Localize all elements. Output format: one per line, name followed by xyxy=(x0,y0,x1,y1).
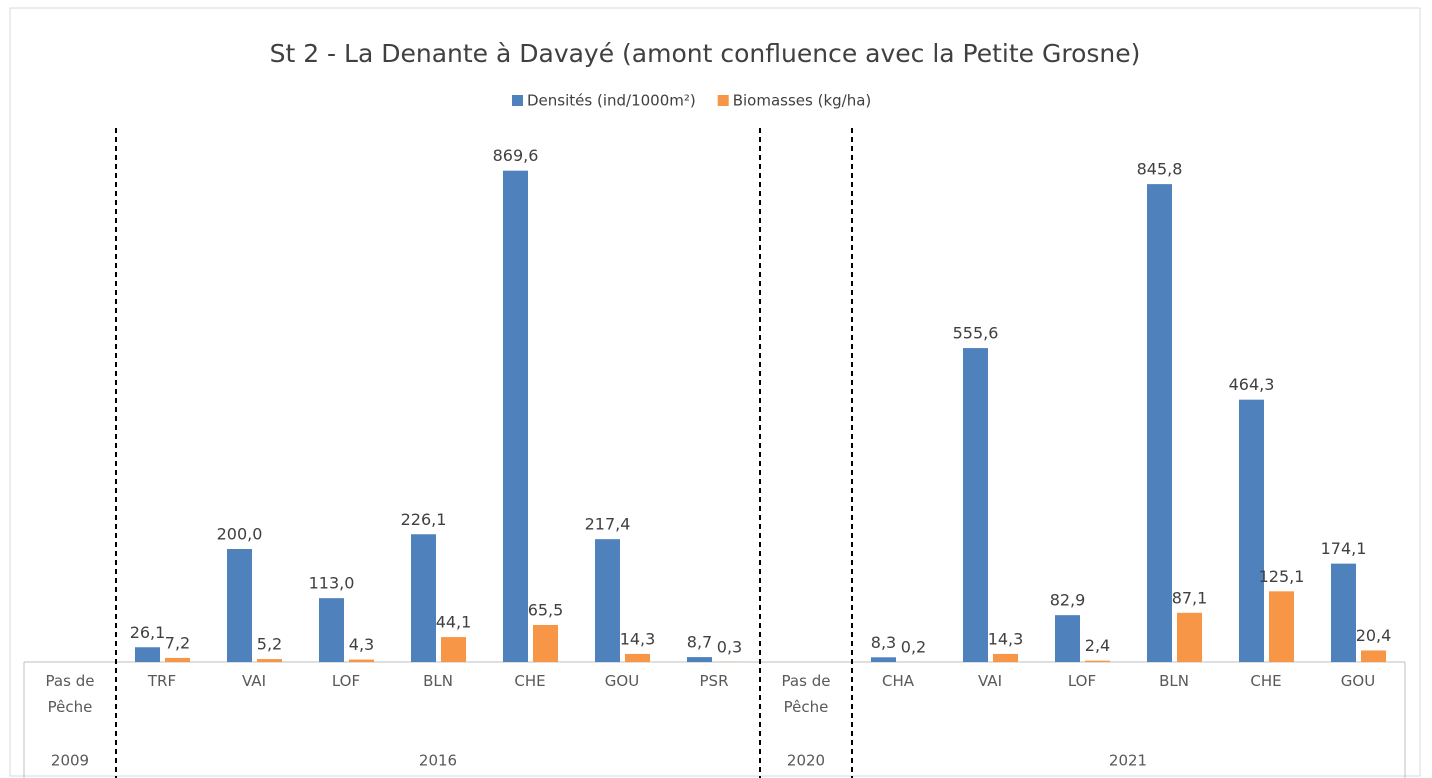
x-tick-label: Pas de Pêche xyxy=(45,672,95,716)
x-tick-label: Pas de Pêche xyxy=(781,672,831,716)
legend-swatch xyxy=(512,95,523,106)
x-tick-label: CHE xyxy=(1250,672,1282,690)
data-label: 0,3 xyxy=(717,637,742,656)
bar xyxy=(227,549,252,662)
bar xyxy=(993,653,1018,662)
x-tick-label-box: TRF xyxy=(147,672,177,690)
data-label: 7,2 xyxy=(165,633,190,652)
x-tick-label-box: LOF xyxy=(331,672,361,690)
bar xyxy=(135,647,160,662)
x-tick-label: GOU xyxy=(604,672,640,690)
x-tick-label-box: Pas de Pêche xyxy=(781,672,831,716)
data-label: 82,9 xyxy=(1050,591,1086,610)
data-label: 217,4 xyxy=(585,515,631,534)
data-label: 14,3 xyxy=(620,629,656,648)
group-label: 2021 xyxy=(1109,752,1147,770)
bar xyxy=(441,637,466,662)
bar xyxy=(625,653,650,662)
bar xyxy=(257,659,282,662)
bar xyxy=(1177,612,1202,662)
bar xyxy=(595,539,620,662)
x-tick-label: TRF xyxy=(147,672,177,690)
data-label: 26,1 xyxy=(130,623,166,642)
data-label: 845,8 xyxy=(1137,160,1183,179)
bar xyxy=(1269,591,1294,662)
bar xyxy=(1055,615,1080,662)
x-tick-label: CHA xyxy=(881,672,914,690)
bar xyxy=(1085,660,1110,662)
x-tick-label: BLN xyxy=(423,672,453,690)
data-label: 8,7 xyxy=(687,633,712,652)
bar xyxy=(687,657,712,662)
data-label: 14,3 xyxy=(988,629,1024,648)
group-label: 2009 xyxy=(51,752,89,770)
data-label: 44,1 xyxy=(436,613,472,632)
data-label: 0,2 xyxy=(901,637,926,656)
bar xyxy=(1361,650,1386,662)
x-tick-label: VAI xyxy=(978,672,1002,690)
bar xyxy=(503,170,528,662)
bar xyxy=(349,659,374,662)
data-label: 226,1 xyxy=(401,510,447,529)
data-label: 174,1 xyxy=(1321,539,1367,558)
x-tick-label-box: Pas de Pêche xyxy=(45,672,95,716)
data-label: 20,4 xyxy=(1356,626,1392,645)
data-label: 113,0 xyxy=(309,574,355,593)
data-label: 5,2 xyxy=(257,635,282,654)
x-tick-label: PSR xyxy=(699,672,729,690)
bar xyxy=(165,657,190,662)
bar xyxy=(1239,399,1264,662)
data-label: 2,4 xyxy=(1085,636,1110,655)
x-tick-label: CHE xyxy=(514,672,546,690)
chart-border xyxy=(9,7,1421,777)
data-label: 8,3 xyxy=(871,633,896,652)
legend-label: Biomasses (kg/ha) xyxy=(733,92,872,110)
bar xyxy=(1147,184,1172,663)
bar xyxy=(411,534,436,662)
data-label: 555,6 xyxy=(953,324,999,343)
x-tick-label: LOF xyxy=(331,672,361,690)
x-tick-label-box: BLN xyxy=(423,672,453,690)
legend-swatch xyxy=(717,95,729,106)
data-label: 869,6 xyxy=(493,146,539,165)
bar xyxy=(1331,563,1356,662)
data-label: 200,0 xyxy=(217,525,263,544)
bar xyxy=(533,624,558,662)
bar xyxy=(963,348,988,662)
x-tick-label-box: GOU xyxy=(604,672,640,690)
legend-label: Densités (ind/1000m²) xyxy=(527,92,696,110)
x-tick-label-box: PSR xyxy=(699,672,729,690)
group-label: 2020 xyxy=(787,752,825,770)
x-tick-label: GOU xyxy=(1340,672,1376,690)
x-tick-label: VAI xyxy=(242,672,266,690)
bar xyxy=(871,657,896,662)
bar xyxy=(319,598,344,662)
group-label: 2016 xyxy=(419,752,457,770)
x-tick-label-box: VAI xyxy=(978,672,1002,690)
data-label: 4,3 xyxy=(349,635,374,654)
x-tick-label: LOF xyxy=(1067,672,1097,690)
x-tick-label-box: CHE xyxy=(1250,672,1282,690)
data-label: 464,3 xyxy=(1229,375,1275,394)
x-tick-label-box: CHE xyxy=(514,672,546,690)
data-label: 65,5 xyxy=(528,600,564,619)
x-tick-label-box: BLN xyxy=(1159,672,1189,690)
x-tick-label-box: GOU xyxy=(1340,672,1376,690)
x-tick-label: BLN xyxy=(1159,672,1189,690)
data-label: 87,1 xyxy=(1172,588,1208,607)
x-tick-label-box: CHA xyxy=(881,672,914,690)
data-label: 125,1 xyxy=(1259,567,1305,586)
chart-title: St 2 - La Denante à Davayé (amont conflu… xyxy=(270,39,1141,68)
x-tick-label-box: LOF xyxy=(1067,672,1097,690)
x-tick-label-box: VAI xyxy=(242,672,266,690)
